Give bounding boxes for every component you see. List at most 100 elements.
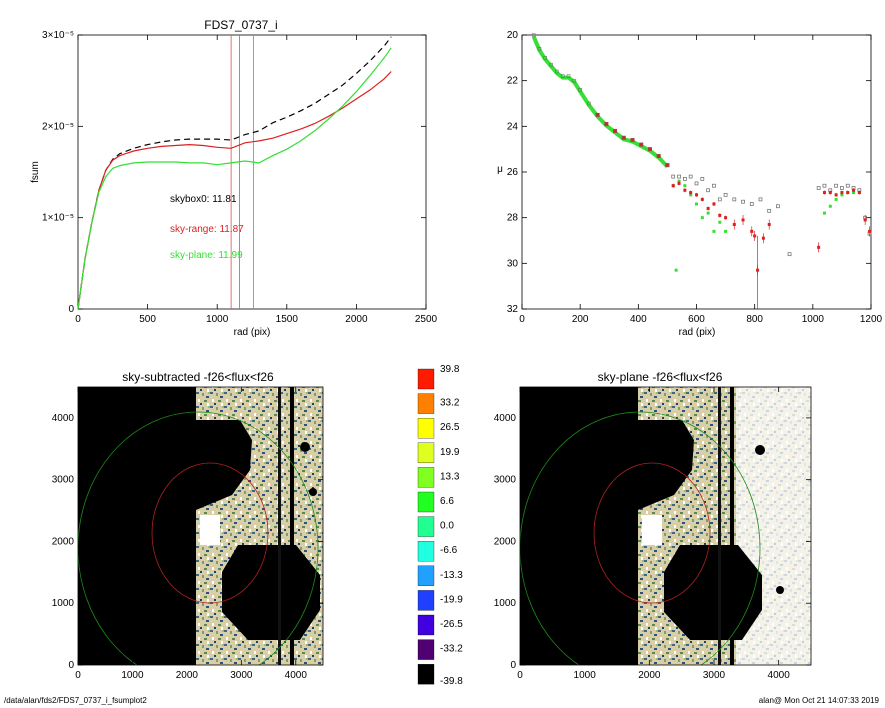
fsum-title: FDS7_0737_i	[204, 18, 277, 32]
xtick-label: 4000	[285, 670, 308, 681]
series-total	[77, 36, 392, 310]
box-point	[723, 192, 728, 197]
colorbar-swatch	[417, 590, 435, 611]
box-point	[767, 208, 772, 213]
plane-point	[689, 193, 693, 197]
xtick-label: 0	[75, 314, 81, 325]
colorbar-label: -6.6	[440, 545, 458, 556]
range-point	[718, 213, 722, 217]
colorbar-swatch	[417, 442, 435, 463]
colorbar-label: -26.5	[440, 619, 463, 630]
mu-panel: 0 200 400 600 800 1000 1200 20 22 24 26 28 30 32 rad …	[497, 30, 882, 338]
box-point	[717, 197, 722, 202]
xtick-label: 1000	[802, 314, 825, 325]
xtick-label: 400	[630, 314, 647, 325]
box-point	[688, 174, 693, 179]
profile-box-point	[566, 74, 571, 78]
profile-box-point	[543, 56, 548, 60]
ytick-label: 22	[507, 76, 519, 87]
range-point	[863, 218, 867, 222]
box-point	[671, 174, 676, 179]
range-point	[846, 191, 850, 195]
fsum-frame	[77, 34, 427, 310]
profile-range-point	[647, 147, 652, 152]
box-point	[749, 202, 754, 206]
colorbar-label: 19.9	[440, 447, 460, 458]
profile-range-point	[604, 122, 609, 127]
colorbar-label: -33.2	[440, 644, 463, 655]
range-point	[741, 218, 745, 222]
profile-box-point	[604, 122, 609, 126]
box-point	[776, 204, 780, 209]
range-point	[689, 191, 693, 195]
footer-timestamp: alan@ Mon Oct 21 14:07:33 2019	[758, 696, 879, 705]
ytick-label: 3000	[494, 475, 517, 486]
profile-range-point	[656, 154, 661, 159]
profile-range-point	[621, 135, 626, 140]
box-point	[706, 188, 710, 193]
series-range	[77, 71, 392, 310]
box-point	[694, 181, 699, 186]
profile-box-point	[665, 163, 670, 167]
profile-range-point	[630, 138, 635, 143]
range-point	[767, 223, 771, 227]
range-point	[828, 191, 832, 195]
ytick-label: 4000	[494, 413, 517, 424]
box-point	[677, 174, 681, 179]
plane-point	[706, 211, 710, 215]
profile-box-point	[587, 101, 591, 106]
xtick-label: 1000	[206, 314, 229, 325]
colorbar-swatch	[417, 639, 435, 660]
profile-box-point	[578, 88, 582, 92]
profile-box-point	[572, 78, 577, 83]
image1-raster	[78, 387, 323, 665]
image2-panel: sky-plane -f26<flux<f26 0 1000 2000 3000 400…	[494, 370, 812, 681]
ytick-label: 3000	[52, 475, 75, 486]
xtick-label: 500	[139, 314, 156, 325]
colorbar-label: 39.8	[440, 364, 460, 375]
profile-box-point	[595, 113, 600, 117]
box-point	[712, 183, 716, 188]
profile-range-point	[665, 163, 670, 168]
plane-point	[700, 216, 704, 220]
ytick-label: 2000	[494, 536, 517, 547]
box-point	[683, 177, 687, 181]
plane-point	[695, 202, 698, 206]
colorbar-swatch	[417, 418, 435, 439]
box-point	[840, 186, 844, 190]
range-point	[712, 202, 716, 206]
colorbar-swatch	[417, 467, 435, 488]
xtick-label: 0	[75, 670, 81, 681]
fsum-series	[77, 35, 392, 310]
profile-box-point	[613, 129, 617, 133]
ytick-label: 4000	[52, 413, 75, 424]
range-point	[724, 216, 728, 220]
xtick-label: 1200	[860, 314, 883, 325]
box-point	[816, 186, 821, 190]
profile-box-point	[531, 33, 536, 37]
ytick-label: 32	[507, 304, 519, 315]
colorbar-label: 33.2	[440, 398, 460, 409]
annotation-skybox0: skybox0: 11.81	[170, 194, 237, 205]
xtick-label: 200	[572, 314, 589, 325]
plane-point	[852, 191, 856, 195]
footer-path: /data/alan/fds2/FDS7_0737_i_fsumplot2	[4, 696, 147, 705]
colorbar-swatch	[417, 516, 435, 537]
xtick-label: 0	[517, 670, 523, 681]
mu-frame	[521, 34, 872, 310]
ytick-label: 3×10⁻⁵	[42, 30, 74, 41]
range-point	[671, 184, 675, 188]
range-point	[834, 193, 838, 197]
colorbar-swatch	[417, 491, 435, 513]
profile-range-point	[639, 142, 644, 147]
profile-box-point	[630, 138, 635, 142]
box-point	[741, 199, 745, 204]
series-plane	[77, 47, 392, 310]
xtick-label: 2000	[345, 314, 368, 325]
profile-box-point	[656, 154, 661, 158]
range-point	[750, 229, 754, 233]
range-point	[817, 245, 821, 249]
range-point	[852, 188, 856, 192]
ytick-label: 1×10⁻⁵	[42, 213, 74, 224]
mu-xlabel: rad (pix)	[679, 327, 716, 338]
